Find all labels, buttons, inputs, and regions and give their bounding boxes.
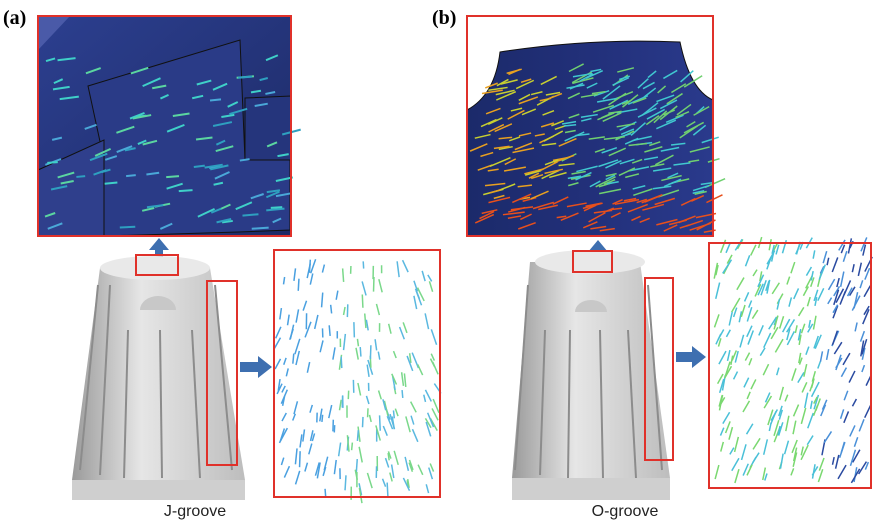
flow-vector [194, 166, 205, 167]
flow-detail [274, 250, 441, 503]
flow-vector [242, 214, 258, 215]
caption: O-groove [592, 503, 659, 520]
flow-vector [271, 207, 282, 208]
flow-vector [293, 354, 294, 364]
flow-vector [120, 227, 135, 228]
flow-vector [387, 483, 388, 498]
flow-view [467, 16, 725, 236]
flow-view [38, 16, 301, 236]
panel-label: (a) [3, 7, 26, 29]
caption: J-groove [164, 503, 226, 520]
flow-vector [210, 99, 221, 100]
flow-vector [388, 453, 389, 460]
figure: (a) J-groove (b) O-groove [0, 0, 880, 527]
flow-vector [300, 451, 301, 467]
flow-vector [345, 475, 346, 490]
arrow [240, 356, 272, 378]
tool-model [512, 250, 670, 500]
flow-vector [370, 345, 371, 359]
flow-vector [341, 357, 342, 368]
flow-vector [166, 176, 179, 177]
flow-vector [309, 260, 310, 273]
flow-vector [325, 489, 326, 497]
flow-vector [238, 77, 252, 78]
flow-vector [380, 415, 381, 430]
flow-vector [393, 410, 394, 418]
flow-vector [322, 415, 323, 422]
flow-vector [105, 182, 118, 183]
flow-detail [709, 237, 872, 488]
flow-vector [352, 443, 353, 451]
flow-vector [343, 268, 344, 282]
panel-label: (b) [432, 7, 456, 29]
flow-vector [126, 175, 136, 176]
flow-vector [252, 228, 269, 229]
flow-vector [357, 430, 358, 441]
flow-vector [331, 305, 332, 314]
flow-vector [298, 279, 299, 291]
page: (a) J-groove (b) O-groove (() => { const… [0, 0, 880, 527]
flow-vector [402, 390, 403, 398]
flow-vector [357, 339, 358, 346]
flow-vector [179, 190, 193, 191]
flow-vector [360, 347, 361, 357]
arrow [676, 346, 706, 368]
flow-vector [76, 176, 85, 177]
flow-vector [329, 325, 330, 336]
tool-model [72, 256, 245, 500]
flow-vector [362, 294, 363, 307]
flow-vector [47, 162, 58, 163]
